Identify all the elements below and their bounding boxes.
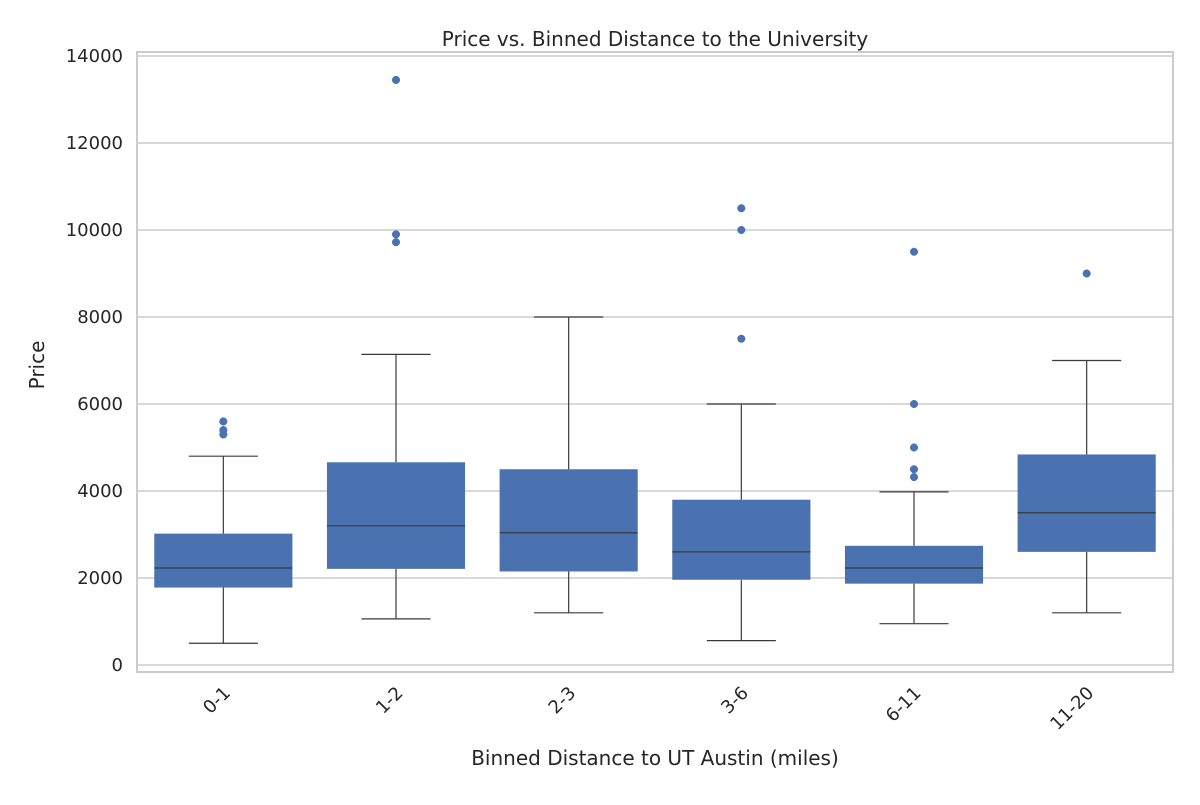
outlier-point [909, 443, 919, 452]
x-axis-label: Binned Distance to UT Austin (miles) [471, 746, 839, 770]
y-tick-label: 12000 [66, 133, 123, 154]
plot-frame [136, 51, 1174, 673]
outlier-point [909, 473, 919, 482]
outlier-point [737, 225, 746, 235]
gridlines [137, 55, 1173, 666]
box-group-11-20 [1017, 269, 1156, 614]
box-iqr [326, 462, 466, 569]
outlier-point [219, 426, 228, 435]
x-tick-label: 3-6 [717, 683, 753, 719]
x-tick-label: 2-3 [545, 683, 581, 719]
box-group-2-3 [499, 316, 638, 614]
outlier-point [391, 75, 401, 84]
box-iqr [844, 545, 984, 584]
box-group-1-2 [326, 75, 466, 620]
outlier-point [391, 230, 401, 239]
x-tick-label: 1-2 [372, 683, 408, 719]
chart-title: Price vs. Binned Distance to the Univers… [442, 27, 869, 51]
box-iqr [499, 469, 638, 572]
outlier-point [219, 417, 228, 426]
box-group-0-1 [154, 417, 293, 644]
box-iqr [1017, 454, 1156, 552]
y-tick-label: 8000 [77, 307, 123, 328]
outlier-point [1082, 269, 1091, 278]
y-tick-label: 2000 [77, 568, 123, 589]
outlier-point [737, 334, 746, 343]
outlier-point [909, 465, 919, 474]
x-tick-labels: 0-1 1-2 2-3 3-6 6-11 11-20 [199, 683, 1098, 735]
y-tick-label: 10000 [66, 220, 123, 241]
x-tick-label: 6-11 [882, 683, 926, 727]
y-tick-label: 6000 [77, 394, 123, 415]
y-tick-label: 4000 [77, 481, 123, 502]
outlier-point [391, 238, 401, 247]
box-iqr [154, 533, 293, 588]
outlier-point [737, 204, 746, 213]
y-tick-label: 0 [112, 655, 123, 676]
x-tick-label: 11-20 [1046, 683, 1098, 735]
outlier-point [909, 247, 919, 256]
outlier-point [909, 399, 919, 409]
box-iqr [672, 499, 811, 580]
y-tick-labels: 0 2000 4000 6000 8000 10000 12000 14000 [66, 46, 123, 676]
box-layer [154, 75, 1156, 644]
y-axis-label: Price [25, 341, 49, 390]
x-tick-label: 0-1 [199, 683, 235, 719]
box-group-6-11 [844, 247, 984, 625]
box-group-3-6 [672, 204, 811, 642]
y-tick-label: 14000 [66, 46, 123, 67]
